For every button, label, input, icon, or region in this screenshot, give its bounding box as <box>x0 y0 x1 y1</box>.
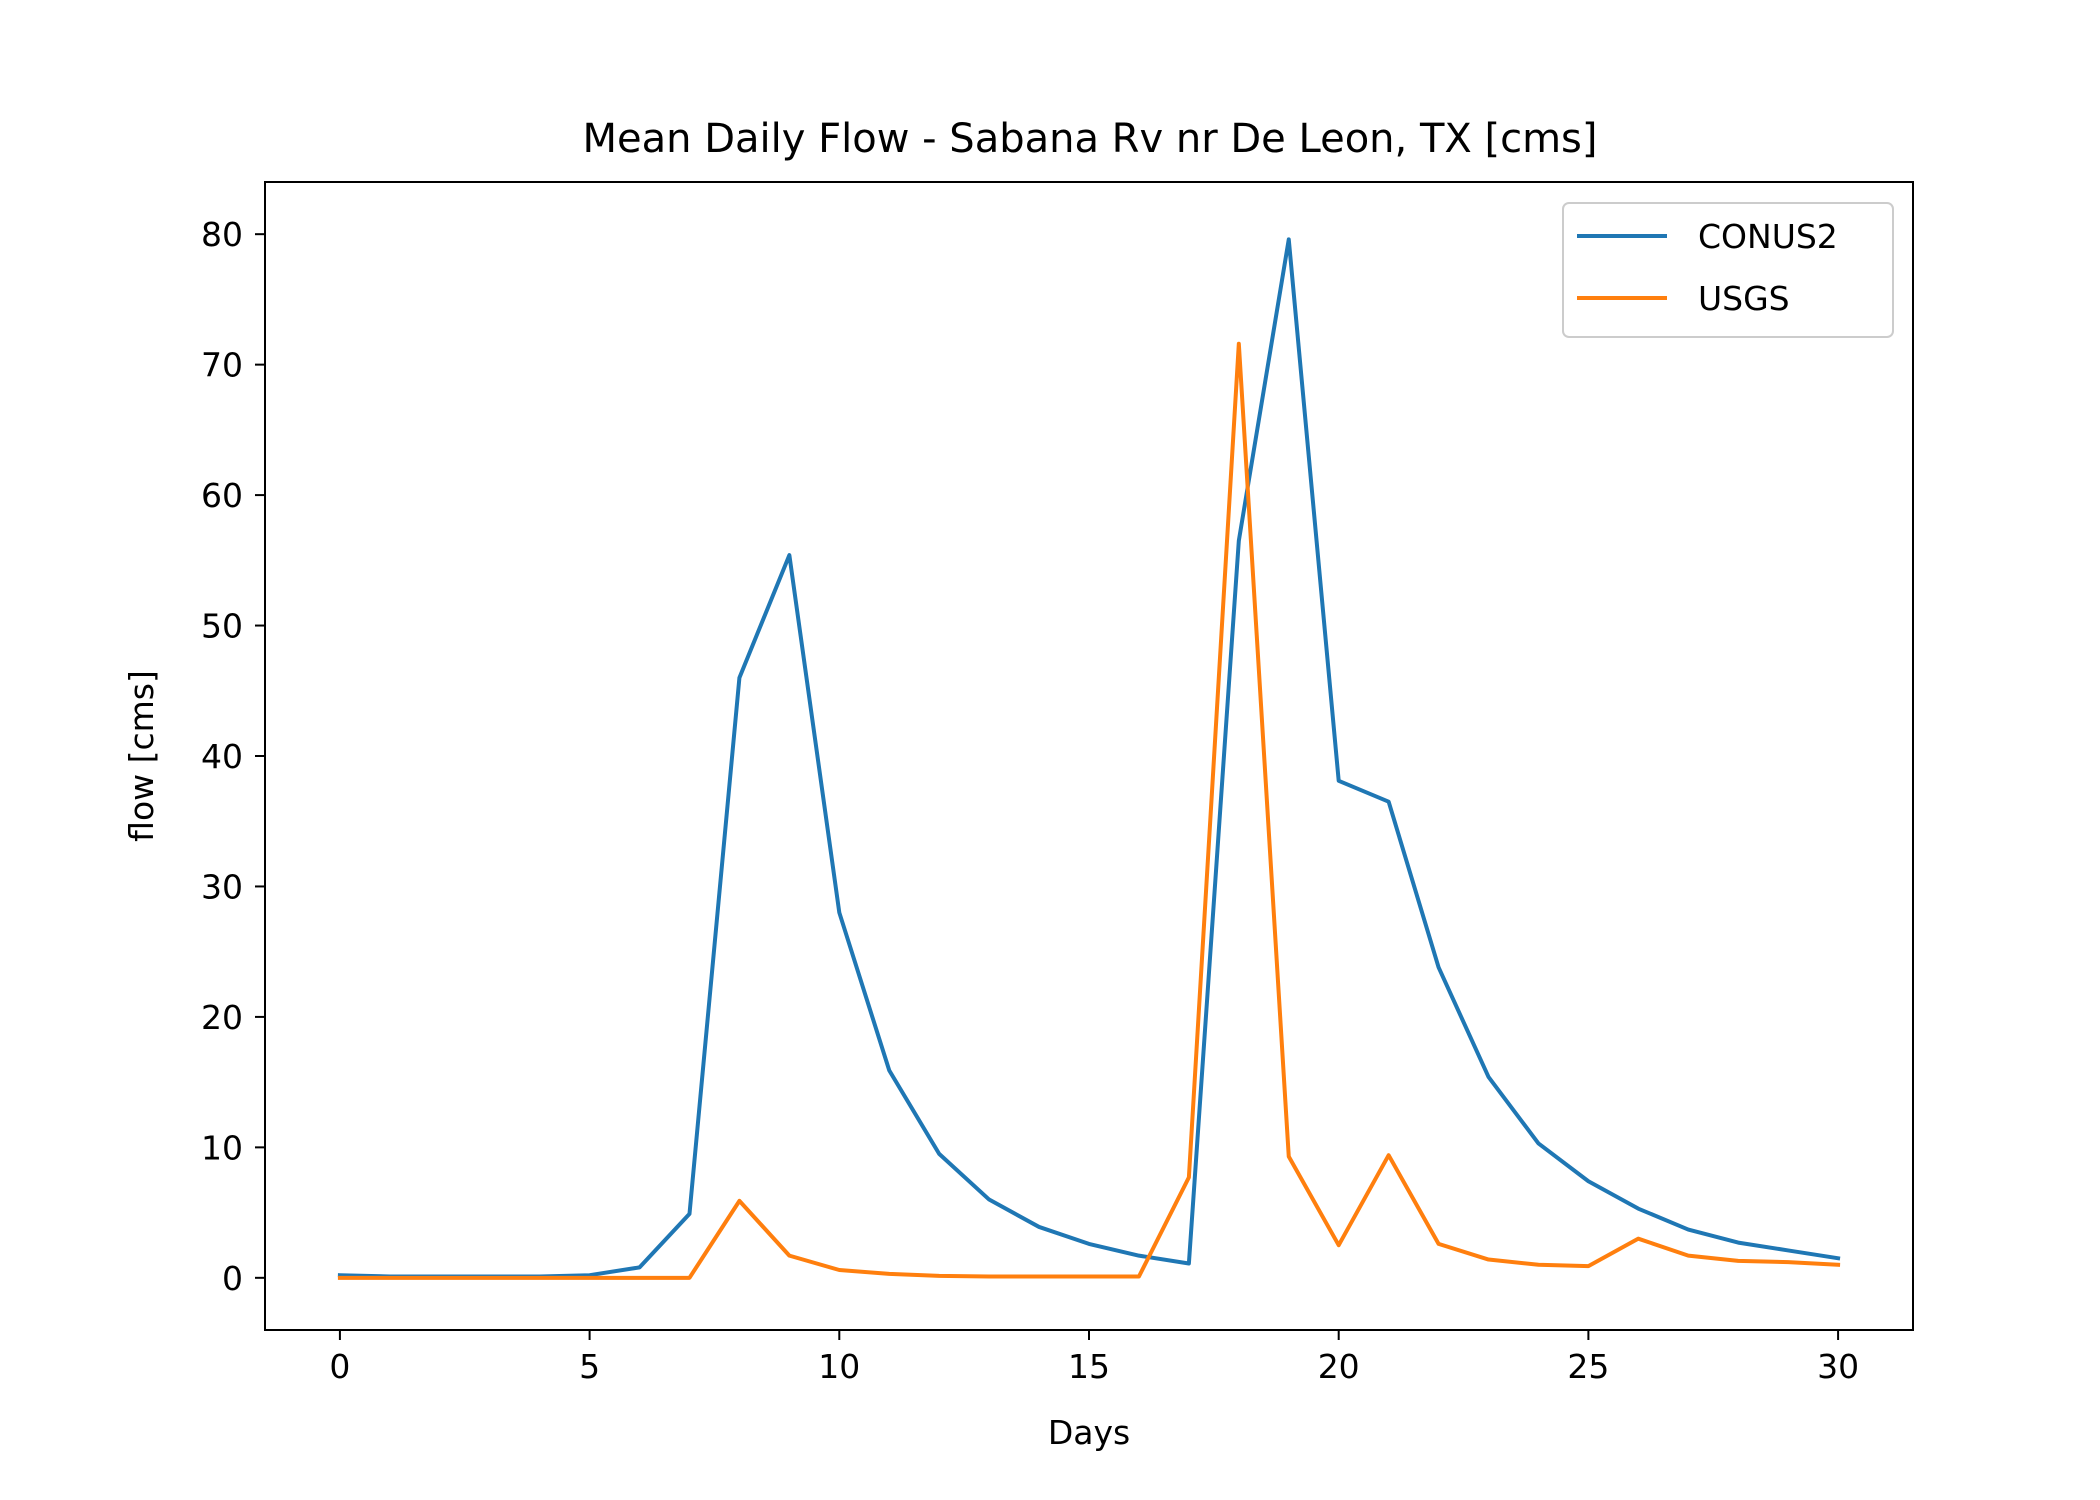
x-axis-title: Days <box>1048 1413 1130 1452</box>
y-tick-label: 0 <box>222 1259 243 1298</box>
y-tick-label: 80 <box>201 215 243 254</box>
y-axis: 0 10 20 30 40 50 60 70 80 <box>201 215 265 1298</box>
y-tick-label: 60 <box>201 476 243 515</box>
series-layer <box>337 237 1841 1280</box>
y-tick-label: 40 <box>201 737 243 776</box>
y-tick-label: 50 <box>201 607 243 646</box>
chart-title: Mean Daily Flow - Sabana Rv nr De Leon, … <box>583 116 1598 162</box>
x-tick-label: 0 <box>329 1347 350 1386</box>
x-axis: 0 5 10 15 20 25 30 <box>329 1330 1859 1386</box>
x-tick-label: 20 <box>1318 1347 1360 1386</box>
y-tick-label: 30 <box>201 867 243 906</box>
x-tick-label: 10 <box>818 1347 860 1386</box>
y-axis-title: flow [cms] <box>122 670 161 842</box>
x-tick-label: 5 <box>579 1347 600 1386</box>
x-tick-label: 25 <box>1567 1347 1609 1386</box>
y-tick-label: 20 <box>201 998 243 1037</box>
legend-label-usgs: USGS <box>1698 279 1790 318</box>
legend: CONUS2 USGS <box>1562 202 1894 338</box>
x-tick-label: 15 <box>1068 1347 1110 1386</box>
legend-label-conus2: CONUS2 <box>1698 217 1838 256</box>
y-tick-label: 10 <box>201 1128 243 1167</box>
y-tick-label: 70 <box>201 346 243 385</box>
x-tick-label: 30 <box>1817 1347 1859 1386</box>
